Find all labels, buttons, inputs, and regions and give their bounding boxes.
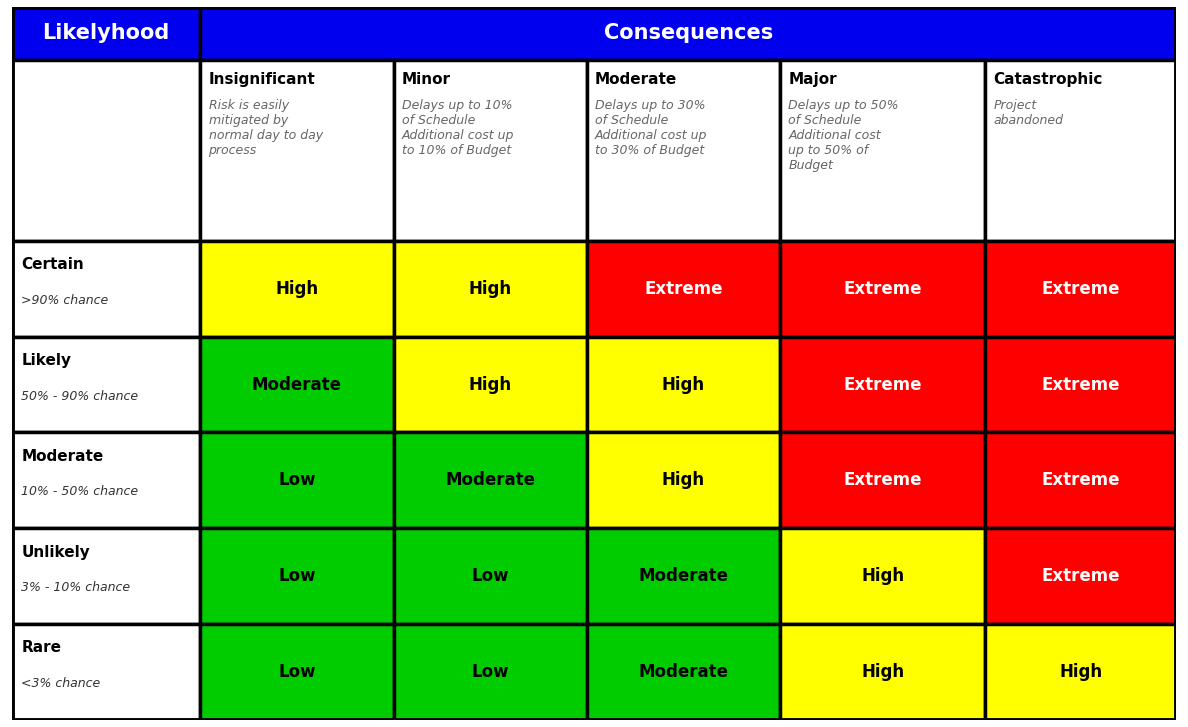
Bar xyxy=(201,7,1176,60)
Bar xyxy=(201,433,393,529)
Text: Moderate: Moderate xyxy=(252,376,342,393)
Bar xyxy=(12,433,201,529)
Text: 10% - 50% chance: 10% - 50% chance xyxy=(21,486,138,498)
Text: High: High xyxy=(468,376,512,393)
Text: Moderate: Moderate xyxy=(446,471,536,489)
Text: Rare: Rare xyxy=(21,640,62,656)
Bar xyxy=(587,241,781,337)
Bar xyxy=(781,529,985,624)
Text: Consequences: Consequences xyxy=(604,23,773,44)
Text: Insignificant: Insignificant xyxy=(209,72,315,87)
Bar xyxy=(985,433,1176,529)
Text: High: High xyxy=(662,376,704,393)
Bar xyxy=(393,433,587,529)
Text: Low: Low xyxy=(472,567,508,585)
Text: >90% chance: >90% chance xyxy=(21,294,108,307)
Text: High: High xyxy=(662,471,704,489)
Text: High: High xyxy=(468,280,512,298)
Text: Major: Major xyxy=(788,72,836,87)
Text: 3% - 10% chance: 3% - 10% chance xyxy=(21,581,131,594)
Bar xyxy=(781,241,985,337)
Text: Delays up to 50%
of Schedule
Additional cost
up to 50% of
Budget: Delays up to 50% of Schedule Additional … xyxy=(788,100,899,172)
Bar xyxy=(985,529,1176,624)
Text: Unlikely: Unlikely xyxy=(21,545,90,560)
Text: Moderate: Moderate xyxy=(638,663,728,681)
Bar xyxy=(12,337,201,433)
Text: Extreme: Extreme xyxy=(644,280,722,298)
Bar xyxy=(12,529,201,624)
Text: Delays up to 10%
of Schedule
Additional cost up
to 10% of Budget: Delays up to 10% of Schedule Additional … xyxy=(402,100,514,158)
Text: Delays up to 30%
of Schedule
Additional cost up
to 30% of Budget: Delays up to 30% of Schedule Additional … xyxy=(595,100,707,158)
Text: 50% - 90% chance: 50% - 90% chance xyxy=(21,390,138,403)
Text: Likely: Likely xyxy=(21,353,71,368)
Text: High: High xyxy=(861,663,904,681)
Text: Extreme: Extreme xyxy=(1042,280,1120,298)
Text: Extreme: Extreme xyxy=(843,471,922,489)
Text: High: High xyxy=(1060,663,1102,681)
Bar xyxy=(393,60,587,241)
Text: Moderate: Moderate xyxy=(21,449,103,464)
Text: <3% chance: <3% chance xyxy=(21,677,101,690)
Text: Low: Low xyxy=(278,471,316,489)
Bar xyxy=(985,624,1176,720)
Bar xyxy=(587,529,781,624)
Text: Low: Low xyxy=(278,663,316,681)
Text: Low: Low xyxy=(472,663,508,681)
Text: Low: Low xyxy=(278,567,316,585)
Text: Extreme: Extreme xyxy=(1042,471,1120,489)
Bar xyxy=(393,337,587,433)
Text: Moderate: Moderate xyxy=(638,567,728,585)
Bar xyxy=(985,60,1176,241)
Bar xyxy=(201,60,393,241)
Bar xyxy=(393,529,587,624)
Text: Minor: Minor xyxy=(402,72,450,87)
Text: Extreme: Extreme xyxy=(843,280,922,298)
Text: Likelyhood: Likelyhood xyxy=(43,23,170,44)
Bar xyxy=(587,337,781,433)
Bar xyxy=(985,241,1176,337)
Bar xyxy=(587,60,781,241)
Bar xyxy=(12,60,201,241)
Bar xyxy=(985,337,1176,433)
Bar xyxy=(587,624,781,720)
Text: Catastrophic: Catastrophic xyxy=(993,72,1102,87)
Bar xyxy=(781,60,985,241)
Bar xyxy=(201,529,393,624)
Text: Project
abandoned: Project abandoned xyxy=(993,100,1063,127)
Bar xyxy=(781,337,985,433)
Text: Risk is easily
mitigated by
normal day to day
process: Risk is easily mitigated by normal day t… xyxy=(209,100,323,158)
Bar xyxy=(781,624,985,720)
Text: High: High xyxy=(276,280,318,298)
Bar xyxy=(12,624,201,720)
Text: Moderate: Moderate xyxy=(595,72,677,87)
Bar xyxy=(12,7,201,60)
Text: Extreme: Extreme xyxy=(1042,567,1120,585)
Text: Extreme: Extreme xyxy=(843,376,922,393)
Bar xyxy=(201,624,393,720)
Bar xyxy=(201,337,393,433)
Bar xyxy=(393,624,587,720)
Bar xyxy=(12,241,201,337)
Bar xyxy=(393,241,587,337)
Bar xyxy=(781,433,985,529)
Bar xyxy=(201,241,393,337)
Text: High: High xyxy=(861,567,904,585)
Text: Extreme: Extreme xyxy=(1042,376,1120,393)
Text: Certain: Certain xyxy=(21,257,84,273)
Bar xyxy=(587,433,781,529)
